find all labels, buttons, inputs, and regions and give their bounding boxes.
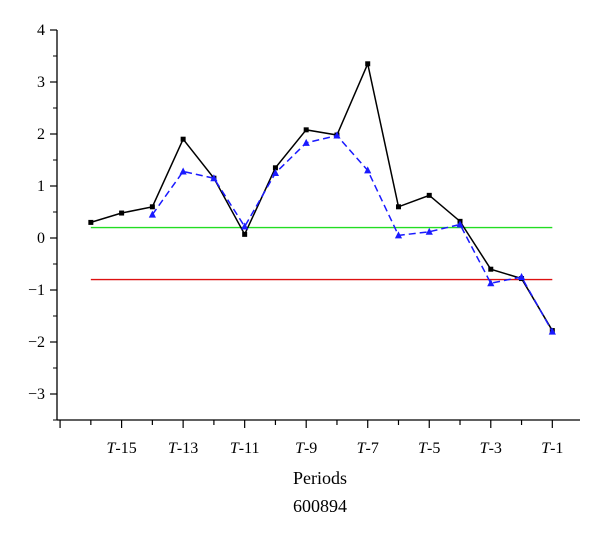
series-2-point: [394, 231, 403, 239]
series-1-point: [365, 61, 371, 67]
series-2-point: [517, 273, 526, 280]
series-2-point: [210, 174, 218, 182]
series-1-point: [149, 204, 155, 210]
axes: [50, 29, 580, 428]
x-tick-label: T-3: [480, 440, 502, 457]
series-1-point: [272, 165, 278, 171]
chart-caption: 600894: [293, 496, 347, 516]
tick-labels: 4 3 2 1 0 −1 −2 −3 T-15 T-13 T-11 T-9 T-7 T-5 T-3 T-1: [28, 22, 563, 457]
series-1-point: [395, 204, 401, 210]
series-2-point: [241, 222, 249, 230]
series-2-point: [148, 210, 156, 218]
y-tick-label: 3: [37, 74, 45, 91]
series-2-line: [151, 134, 553, 332]
x-tick-label: T-7: [357, 440, 379, 457]
y-tick-label: −1: [28, 282, 45, 299]
series-2-point: [425, 227, 433, 235]
x-tick-label: T-15: [106, 440, 136, 457]
series-2-point: [456, 220, 464, 228]
y-tick-label: 2: [37, 126, 45, 143]
x-tick-label: T-11: [230, 440, 260, 457]
series-1-point: [426, 192, 432, 198]
y-tick-label: 1: [37, 178, 45, 195]
y-tick-label: 0: [37, 230, 45, 247]
series-1-point: [303, 127, 309, 133]
reference-lines: [90, 226, 553, 281]
y-tick-label: 4: [37, 22, 45, 39]
series-1-point: [242, 231, 248, 237]
series-group: [88, 61, 556, 335]
series-2-point: [179, 167, 187, 175]
series-1-line: [90, 61, 553, 331]
series-1-point: [88, 219, 94, 225]
x-axis-label: Periods: [293, 468, 347, 488]
y-tick-label: −3: [28, 386, 45, 403]
series-1-point: [488, 266, 494, 272]
y-tick-label: −2: [28, 334, 45, 351]
series-2-point: [333, 131, 341, 139]
series-2-point: [302, 138, 310, 146]
x-tick-label: T-13: [168, 440, 198, 457]
series-1-point: [180, 136, 186, 142]
x-tick-label: T-1: [541, 440, 563, 457]
series-2-point: [271, 169, 280, 176]
x-tick-label: T-5: [418, 440, 440, 457]
series-2-point: [487, 279, 495, 287]
x-tick-label: T-9: [295, 440, 317, 457]
series-2-point: [364, 166, 372, 174]
series-2-point: [548, 327, 556, 335]
series-1-point: [119, 210, 125, 216]
